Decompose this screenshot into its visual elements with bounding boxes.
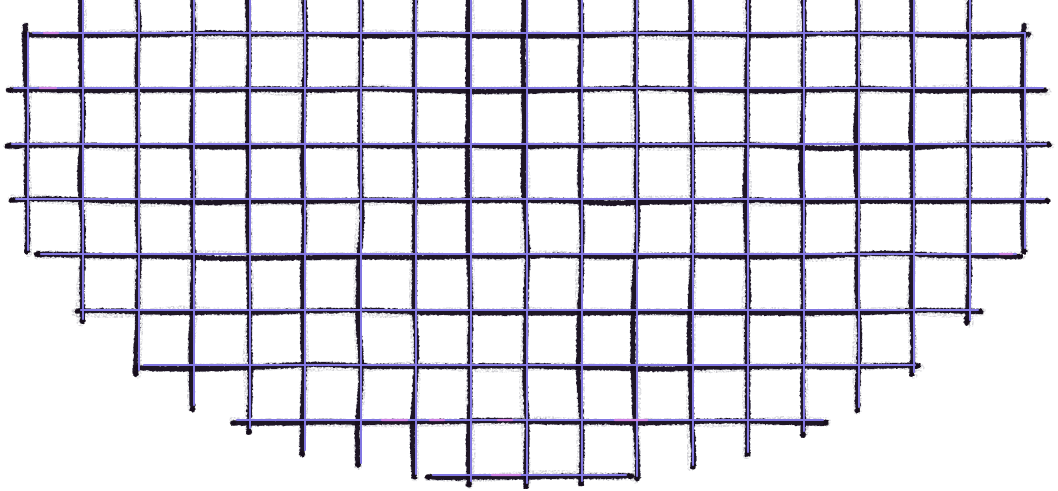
- stroke-end-blob: [823, 419, 829, 425]
- stroke-end-blob: [23, 250, 30, 256]
- stroke-end-blob: [5, 143, 11, 149]
- stroke-end-blob: [1046, 143, 1052, 149]
- accent-dash-layer: [38, 31, 1014, 477]
- stroke-end-blob: [230, 419, 236, 425]
- stroke-end-blob: [7, 87, 13, 93]
- stroke-end-blob: [466, 481, 473, 487]
- stroke-end-blob: [426, 474, 432, 480]
- stroke-end-blob: [626, 474, 632, 480]
- stroke-end-blob: [9, 198, 15, 204]
- stroke-end-blob: [522, 483, 529, 489]
- stroke-end-blob: [965, 320, 972, 326]
- guide-line-layer: [11, 0, 1047, 484]
- stroke-end-blob: [1044, 198, 1050, 204]
- stroke-end-blob: [356, 463, 363, 469]
- stroke-end-blob: [915, 364, 921, 370]
- stroke-end-blob: [1020, 248, 1027, 254]
- stroke-end-blob: [854, 407, 861, 413]
- stroke-end-blob: [909, 372, 916, 378]
- ink-fringe-layer: [3, 0, 1054, 490]
- stroke-end-blob: [978, 309, 984, 315]
- stroke-end-blob: [632, 476, 639, 482]
- stroke-end-blob: [1016, 253, 1022, 259]
- stroke-start-tip: [23, 23, 31, 38]
- stroke-end-blob: [245, 428, 252, 434]
- stroke-end-blob: [189, 405, 196, 411]
- stroke-end-blob: [1043, 87, 1049, 93]
- stroke-end-blob: [74, 309, 80, 315]
- stroke-end-blob: [134, 370, 141, 376]
- stroke-end-blob: [411, 474, 418, 480]
- stroke-end-blob: [300, 450, 307, 456]
- stroke-end-blob: [78, 319, 85, 325]
- stroke-end-blob: [799, 431, 806, 437]
- stroke-end-blob: [688, 465, 695, 471]
- stroke-end-blob: [577, 481, 584, 487]
- stroke-end-blob: [34, 253, 40, 259]
- stroke-end-blob: [743, 452, 750, 458]
